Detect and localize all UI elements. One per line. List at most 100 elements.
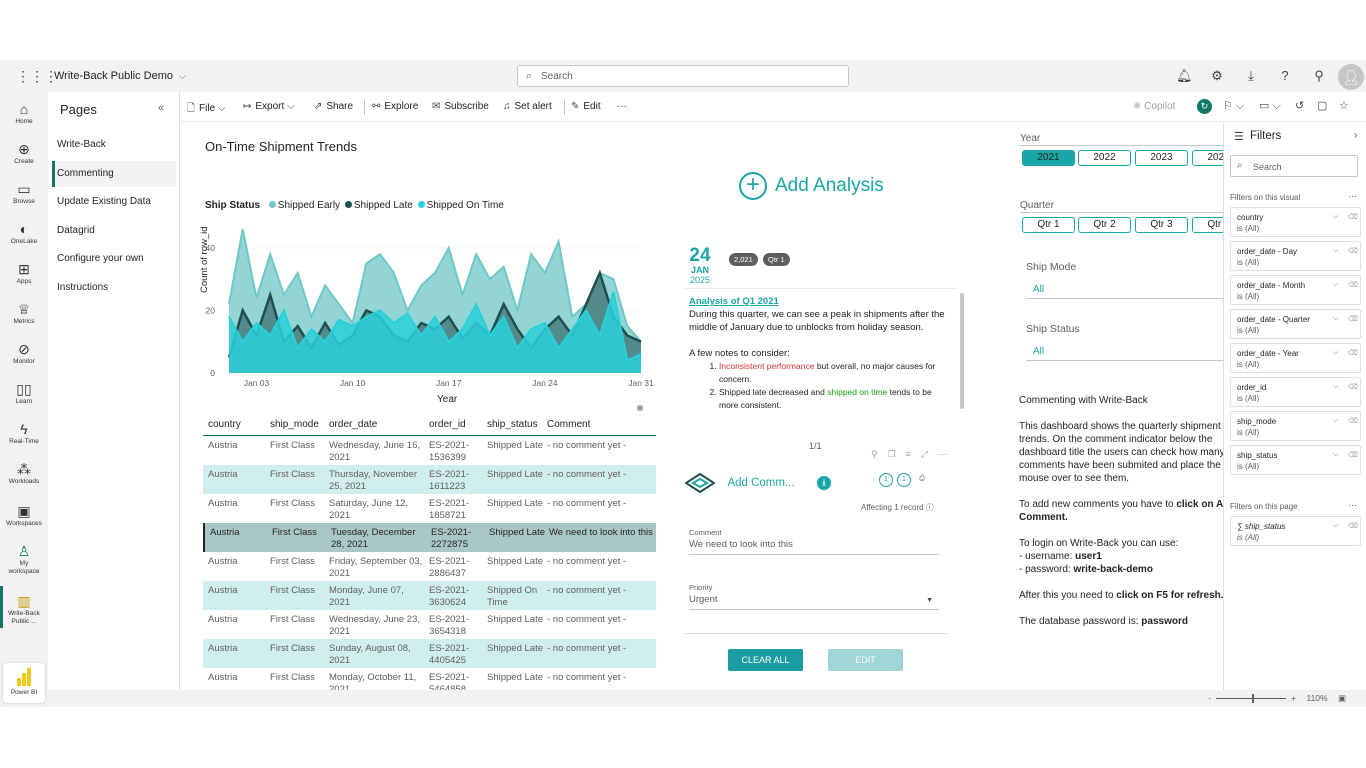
page-item-datagrid[interactable]: Datagrid: [57, 225, 95, 236]
avatar[interactable]: 👤︎: [1338, 64, 1364, 90]
rail-metrics[interactable]: ♕ Metrics: [0, 300, 48, 326]
card-scrollbar[interactable]: [960, 293, 964, 409]
quarter-button-q1[interactable]: Qtr 1: [1022, 217, 1075, 233]
zoom-in-icon[interactable]: +: [1291, 693, 1297, 703]
year-button-2023[interactable]: 2023: [1135, 150, 1188, 166]
chevron-down-icon[interactable]: ⌵: [1333, 417, 1339, 424]
subscribe-button[interactable]: ✉ Subscribe: [432, 101, 489, 112]
share-button[interactable]: ⇗ Share: [314, 101, 353, 112]
table-row[interactable]: Austria First Class Friday, September 03, …: [203, 552, 656, 581]
table-row[interactable]: Austria First Class Wednesday, June 16, 20…: [203, 436, 656, 465]
collapse-pane-icon[interactable]: «: [158, 102, 165, 114]
edit-button[interactable]: ✎ Edit: [571, 101, 601, 112]
zoom-slider-thumb[interactable]: [1252, 694, 1255, 704]
column-header-order-id[interactable]: order_id: [429, 419, 466, 430]
chevron-down-icon[interactable]: ⌵: [1333, 451, 1339, 458]
table-row[interactable]: Austria First Class Thursday, November 25,…: [203, 465, 656, 494]
share-feedback-icon[interactable]: ⚲: [1314, 68, 1324, 83]
chevron-down-icon[interactable]: ⌵: [1333, 281, 1339, 288]
fit-to-page-icon[interactable]: ▣: [1337, 693, 1346, 703]
year-button-2021[interactable]: 2021: [1022, 150, 1075, 166]
app-launcher-icon[interactable]: ⋮⋮⋮: [16, 68, 58, 84]
comment-field[interactable]: Comment We need to look into this: [689, 528, 939, 555]
add-analysis-button[interactable]: + Add Analysis: [739, 172, 884, 200]
rail-monitor[interactable]: ⊘ Monitor: [0, 340, 48, 366]
explore-button[interactable]: ⚯ Explore: [372, 101, 418, 112]
rail-real-time[interactable]: ϟ Real-Time: [0, 420, 48, 446]
column-header-comment[interactable]: Comment: [547, 419, 591, 430]
search-input[interactable]: Search: [541, 71, 573, 82]
global-search[interactable]: ⌕ Search: [517, 65, 849, 87]
eraser-icon[interactable]: ⌫: [1348, 282, 1358, 289]
file-menu-button[interactable]: 🗋︎ File ⌵: [187, 101, 230, 118]
bookmark-icon[interactable]: ⚐ ⌵: [1223, 100, 1245, 112]
zoom-slider[interactable]: [1216, 694, 1287, 704]
filter-icon[interactable]: ≡: [905, 449, 911, 459]
workspace-title[interactable]: Write-Back Public Demo ⌵: [54, 70, 186, 82]
table-row[interactable]: Austria First Class Tuesday, December 28, …: [203, 523, 656, 552]
rail-workloads[interactable]: ⁂ Workloads: [0, 460, 48, 486]
legend-item-shipped-late[interactable]: Shipped Late: [353, 200, 413, 211]
rail-onelake[interactable]: ◐ OneLake: [0, 220, 48, 246]
filter-card[interactable]: order_date - Quarter is (All) ⌵ ⌫: [1230, 309, 1361, 339]
favorite-star-icon[interactable]: ☆: [1339, 100, 1349, 112]
notification-bell-icon[interactable]: 🔔︎: [1176, 68, 1193, 83]
more-options-icon[interactable]: ⋯: [938, 449, 948, 459]
page-item-instructions[interactable]: Instructions: [57, 282, 109, 293]
filters-search-input[interactable]: Search: [1253, 162, 1282, 172]
chevron-down-icon[interactable]: ⌵: [1333, 522, 1339, 529]
rail-apps[interactable]: ⊞ Apps: [0, 260, 48, 286]
year-button-2022[interactable]: 2022: [1078, 150, 1131, 166]
quarter-button-q2[interactable]: Qtr 2: [1078, 217, 1131, 233]
filter-card[interactable]: order_date - Day is (All) ⌵ ⌫: [1230, 241, 1361, 271]
chevron-down-icon[interactable]: ⌵: [1333, 349, 1339, 356]
zoom-out-icon[interactable]: -: [1208, 693, 1212, 703]
info-outline-icon[interactable]: ⓘ: [925, 503, 934, 512]
more-options-icon[interactable]: ⋯: [1348, 191, 1357, 201]
comment-count-icon[interactable]: 1: [879, 473, 893, 487]
rail-learn[interactable]: ▯▯ Learn: [0, 380, 48, 406]
chevron-down-icon[interactable]: ⌵: [1333, 213, 1339, 220]
eraser-icon[interactable]: ⌫: [1348, 418, 1358, 425]
copilot-button[interactable]: ✺ Copilot: [1133, 101, 1175, 112]
rail-workspaces[interactable]: ▣ Workspaces: [0, 502, 48, 528]
pin-icon[interactable]: ⚲: [871, 449, 878, 459]
column-header-ship-status[interactable]: ship_status: [487, 419, 538, 430]
power-bi-switcher[interactable]: Power BI: [3, 663, 45, 703]
ship-mode-dropdown[interactable]: All ⌵: [1026, 279, 1246, 299]
rail-create[interactable]: ⊕ Create: [0, 140, 48, 166]
rail-write-back-report[interactable]: ▥ Write-Back Public ...: [0, 592, 48, 626]
table-row[interactable]: Austria First Class Monday, June 07, 2021 E…: [203, 581, 656, 610]
analysis-title-link[interactable]: Analysis of Q1 2021: [689, 296, 779, 307]
table-scroll-handle[interactable]: [637, 405, 643, 411]
filter-card[interactable]: country is (All) ⌵ ⌫: [1230, 207, 1361, 237]
comment-field-value[interactable]: We need to look into this: [689, 539, 793, 550]
settings-gear-icon[interactable]: ⚙: [1211, 68, 1223, 83]
area-series-shipped-on-time[interactable]: [229, 291, 641, 373]
table-row[interactable]: Austria First Class Monday, October 11, 20…: [203, 668, 656, 690]
rail-my-workspace[interactable]: ♙ My workspace: [0, 542, 48, 576]
legend-item-shipped-early[interactable]: Shipped Early: [277, 200, 341, 211]
info-icon[interactable]: i: [817, 476, 832, 490]
eraser-icon[interactable]: ⌫: [1348, 350, 1358, 357]
focus-mode-icon[interactable]: ⤢: [920, 449, 929, 459]
eraser-icon[interactable]: ⌫: [1348, 248, 1358, 255]
table-row[interactable]: Austria First Class Saturday, June 12, 202…: [203, 494, 656, 523]
column-header-order-date[interactable]: order_date: [329, 419, 378, 430]
set-alert-button[interactable]: ♫ Set alert: [503, 101, 552, 112]
area-chart[interactable]: 0 20 40 Jan 03 Jan 10 Jan 17 Jan 24 Jan 31: [203, 218, 663, 413]
eraser-icon[interactable]: ⌫: [1348, 384, 1358, 391]
ship-status-dropdown[interactable]: All ⌵: [1026, 341, 1246, 361]
eraser-icon[interactable]: ⌫: [1348, 523, 1358, 530]
filter-card[interactable]: ∑ ship_status is (All) ⌵ ⌫: [1230, 516, 1361, 546]
eraser-icon[interactable]: ⌫: [1348, 316, 1358, 323]
copy-icon[interactable]: ❐: [887, 449, 896, 459]
download-icon[interactable]: ⤓: [1248, 68, 1254, 83]
history-icon[interactable]: 1: [897, 473, 911, 487]
priority-select[interactable]: Priority Urgent ▼: [689, 583, 939, 610]
page-item-commenting[interactable]: Commenting: [52, 161, 176, 187]
filter-card[interactable]: ship_mode is (All) ⌵ ⌫: [1230, 411, 1361, 441]
more-options-button[interactable]: ···: [617, 101, 627, 112]
refresh-status-icon[interactable]: ↻: [1197, 99, 1212, 114]
add-comment-button[interactable]: Add Comm... i: [685, 473, 832, 493]
